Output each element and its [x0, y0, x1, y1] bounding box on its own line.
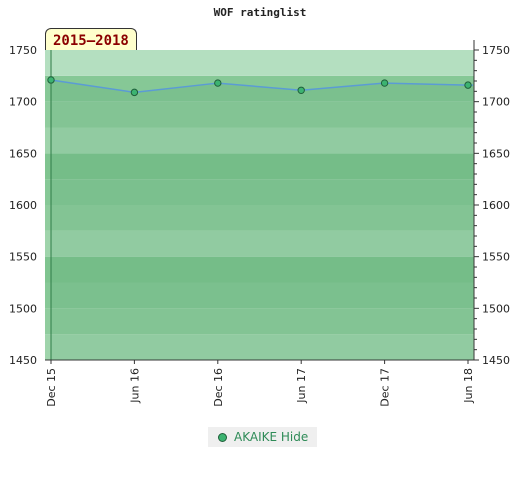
y-tick-label-right: 1700: [482, 96, 510, 109]
band: [45, 153, 474, 180]
y-tick-label-right: 1650: [482, 147, 510, 160]
y-tick-label-left: 1600: [9, 199, 37, 212]
data-point: [47, 76, 55, 84]
x-tick-label: Jun 18: [462, 368, 475, 404]
y-tick-label-left: 1500: [9, 302, 37, 315]
band: [45, 308, 474, 335]
y-tick-label-right: 1550: [482, 251, 510, 264]
band: [45, 179, 474, 205]
data-point: [214, 79, 222, 87]
band: [45, 205, 474, 231]
legend[interactable]: AKAIKE Hide: [208, 427, 318, 447]
data-point: [130, 88, 139, 97]
chart-title: WOF ratinglist: [214, 6, 307, 19]
legend-label: AKAIKE Hide: [234, 430, 309, 444]
y-tick-label-right: 1750: [482, 44, 510, 57]
period-badge: 2015–2018: [45, 28, 137, 50]
y-tick-label-left: 1700: [9, 96, 37, 109]
band: [45, 75, 474, 102]
band: [45, 127, 474, 154]
series-area: [51, 79, 473, 360]
band: [45, 282, 474, 309]
y-axis-left: 1450 1500 1550 1600 1650 1700 1750: [9, 44, 37, 367]
y-tick-label-left: 1450: [9, 354, 37, 367]
x-axis: Dec 15 Jun 16 Dec 16 Jun 17 Dec 17 Jun 18: [45, 359, 475, 407]
y-tick-label-left: 1750: [9, 44, 37, 57]
data-point: [380, 79, 389, 87]
data-point: [464, 81, 472, 89]
band: [45, 230, 474, 257]
background-bands: [45, 50, 474, 360]
series-akaike-hide: [47, 76, 473, 360]
legend-marker-icon: [218, 432, 227, 442]
y-tick-label-left: 1550: [9, 251, 37, 264]
x-tick-label: Jun 17: [295, 368, 308, 404]
band: [45, 101, 474, 128]
y-tick-label-right: 1600: [482, 199, 510, 212]
x-tick-label: Dec 17: [379, 368, 392, 407]
band: [45, 334, 474, 360]
data-point: [297, 86, 305, 95]
y-tick-label-left: 1650: [9, 147, 37, 160]
x-tick-label: Jun 16: [128, 368, 141, 404]
band: [45, 50, 474, 76]
band: [45, 256, 474, 283]
y-tick-label-right: 1500: [482, 302, 510, 315]
x-tick-label: Dec 16: [212, 368, 225, 407]
x-tick-label: Dec 15: [45, 368, 58, 407]
y-tick-label-right: 1450: [482, 354, 510, 367]
y-axis-right: 1450 1500 1550 1600 1650 1700 1750: [473, 40, 510, 367]
